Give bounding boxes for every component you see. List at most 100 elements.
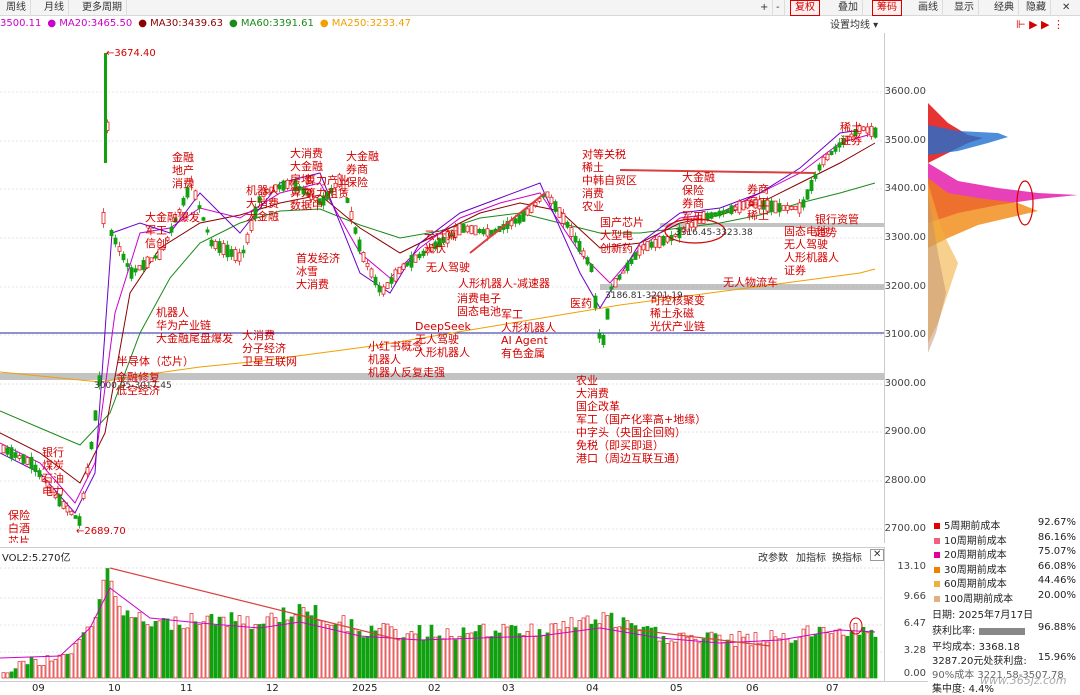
candle-body [821, 156, 826, 166]
display-button[interactable]: 显示 [950, 0, 979, 16]
price-tick: 2700.00 [884, 523, 926, 534]
flag-icons[interactable]: ⊩ ▶ ▶ ⋮ [1016, 18, 1064, 31]
candle-body [449, 233, 454, 237]
time-tick: 11 [180, 683, 193, 694]
volume-bar [645, 625, 650, 679]
volume-bar [733, 646, 738, 679]
candle-body [693, 216, 698, 228]
volume-bar [157, 620, 162, 679]
annotation-label: 大金融 保险 券商 军工 [682, 171, 715, 223]
volume-bar [377, 627, 382, 679]
volume-bar [445, 628, 450, 679]
candle-body [381, 286, 386, 295]
volume-bar [509, 625, 514, 679]
candle-body [869, 125, 874, 137]
candle-body [277, 184, 282, 190]
price-tick: 3100.00 [884, 329, 926, 340]
volume-bar [617, 626, 622, 679]
volume-bar [565, 627, 570, 679]
volume-chart[interactable]: VOL2:5.270亿 改参数 加指标 换指标 ✕ [0, 547, 884, 682]
overlay-button[interactable]: 叠加 [834, 0, 863, 16]
zoom-in-button[interactable]: + [756, 0, 774, 16]
candle-body [33, 464, 38, 472]
candle-body [457, 223, 462, 236]
candle-body [153, 255, 158, 259]
weekly-tab[interactable]: 周线 [2, 0, 31, 16]
annotation-label: 机器人 华为产业链 大金融尾盘爆发 [156, 306, 233, 345]
volume-bar [745, 633, 750, 679]
more-periods-tab[interactable]: 更多周期 [78, 0, 127, 16]
candle-body [425, 248, 430, 254]
volume-bar [305, 611, 310, 679]
volume-bar [77, 639, 82, 679]
volume-bar [773, 636, 778, 679]
volume-bar [805, 625, 810, 679]
volume-tick: 13.10 [897, 561, 926, 572]
volume-bar [685, 636, 690, 679]
candle-body [1, 444, 6, 454]
volume-bar [793, 640, 798, 679]
edit-params-button[interactable]: 改参数 [758, 553, 788, 564]
candle-body [5, 447, 10, 455]
volume-bar [785, 638, 790, 679]
volume-bar [525, 631, 530, 679]
candle-body [121, 253, 126, 261]
candle-body [169, 226, 174, 233]
candle-body [253, 206, 258, 219]
draw-line-button[interactable]: 画线 [914, 0, 943, 16]
volume-bar [369, 625, 374, 679]
annotation-label: 大金融爆发 军工 信创 [145, 211, 200, 250]
volume-bar [373, 630, 378, 679]
candle-body [785, 205, 790, 211]
classic-button[interactable]: 经典 [990, 0, 1019, 16]
close-icon[interactable]: ✕ [1062, 2, 1071, 13]
candle-body [389, 277, 394, 284]
volume-bar [29, 657, 34, 679]
volume-bar [45, 655, 50, 679]
zoom-out-button[interactable]: - [772, 0, 785, 16]
candle-body [625, 262, 630, 271]
time-tick: 06 [746, 683, 759, 694]
add-indicator-button[interactable]: 加指标 [796, 553, 826, 564]
kline-canvas [0, 53, 884, 530]
candle-body [857, 124, 862, 135]
volume-bar [453, 639, 458, 679]
set-ma-button[interactable]: 设置均线 ▾ [830, 20, 879, 31]
candle-body [341, 180, 346, 191]
change-indicator-button[interactable]: 换指标 [832, 553, 862, 564]
close-volume-icon[interactable]: ✕ [870, 549, 884, 561]
candle-body [553, 201, 558, 212]
hide-button[interactable]: 隐藏 [1022, 0, 1051, 16]
candle-body [117, 246, 122, 252]
candle-body [137, 264, 142, 271]
kline-chart[interactable]: ←3674.40 ←2689.70 3000.95-3017.45 3186.8… [0, 33, 884, 543]
restore-rights-button[interactable]: 复权 [790, 0, 820, 16]
candle-body [157, 248, 162, 260]
volume-bar [841, 634, 846, 679]
candle-body [361, 252, 366, 262]
candle-body [681, 227, 686, 233]
volume-bar [837, 628, 842, 679]
candle-body [677, 227, 682, 239]
cost-legend-row: 20周期前成本 75.07% [934, 546, 1076, 561]
candle-body [617, 275, 622, 280]
chips-button[interactable]: 筹码 [872, 0, 902, 16]
volume-bar [501, 623, 506, 679]
volume-bar [125, 610, 130, 679]
volume-bar [185, 627, 190, 679]
annotation-label: 大金融 券商 保险 [346, 150, 379, 189]
volume-bar [677, 632, 682, 679]
volume-bar [629, 623, 634, 679]
volume-bar [633, 625, 638, 679]
volume-bar [289, 616, 294, 679]
candle-body [85, 467, 90, 475]
volume-bar [109, 580, 114, 679]
candle-body [353, 227, 358, 234]
volume-bar [437, 635, 442, 679]
candle-body [13, 452, 18, 458]
monthly-tab[interactable]: 月线 [40, 0, 69, 16]
candle-body [569, 227, 574, 237]
candle-body [765, 199, 770, 212]
candle-body [401, 263, 406, 270]
candle-body [609, 286, 614, 290]
